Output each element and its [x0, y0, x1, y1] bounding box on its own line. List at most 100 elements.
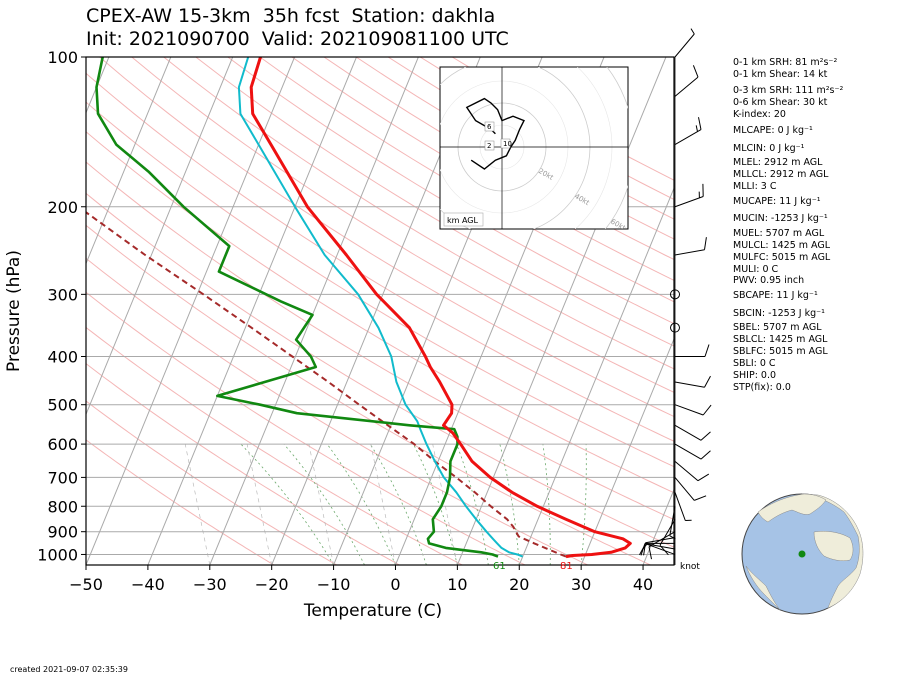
- station-globe: [741, 493, 864, 615]
- globe-land-africa-europe: [801, 493, 864, 609]
- dry-adiabat-line: [86, 257, 588, 565]
- index-item: SHIP: 0.0: [733, 370, 777, 381]
- y-axis-label: Pressure (hPa): [4, 250, 24, 372]
- index-item: STP(fix): 0.0: [733, 382, 791, 393]
- index-item: PWV: 0.95 inch: [733, 275, 805, 286]
- dry-adiabat-line: [86, 131, 674, 494]
- x-axis-label: Temperature (C): [303, 601, 442, 621]
- x-tick-label: −50: [69, 575, 103, 594]
- wind-barb: [675, 344, 710, 357]
- index-item: 0-6 km Shear: 30 kt: [733, 97, 828, 108]
- dry-adiabat-line: [86, 101, 674, 468]
- wind-barb: [674, 117, 702, 146]
- moist-adiabat-line: [580, 444, 587, 565]
- moist-adiabat-line: [326, 443, 396, 565]
- hodograph-ring-label: 80kt: [645, 243, 663, 258]
- index-item: 0-1 km SRH: 81 m²s⁻²: [733, 57, 838, 68]
- wind-barb-calm: [670, 289, 680, 300]
- y-tick-label: 900: [47, 523, 78, 542]
- mixing-ratio-line: [246, 444, 273, 565]
- wind-barb: [674, 375, 711, 388]
- index-item: K-index: 20: [733, 109, 786, 120]
- wind-barb: [674, 404, 712, 416]
- isotherm-line: [209, 57, 419, 565]
- isotherm-line: [518, 186, 674, 565]
- x-tick-label: −20: [255, 575, 289, 594]
- dry-adiabat-line: [86, 72, 674, 442]
- hodograph-axis-title: km AGL: [447, 216, 479, 225]
- x-tick-label: 10: [447, 575, 467, 594]
- surface-dewpoint-label: 61: [493, 561, 506, 572]
- y-tick-label: 200: [47, 198, 78, 217]
- hodograph-height-box: [500, 138, 511, 149]
- created-timestamp: created 2021-09-07 02:35:39: [10, 665, 128, 674]
- index-item: MULI: 0 C: [733, 264, 779, 275]
- x-tick-label: 30: [571, 575, 591, 594]
- hodograph-height-box: [484, 121, 495, 132]
- hodograph-height-label: 2: [487, 142, 491, 150]
- globe-land-saharan: [813, 531, 854, 562]
- plot-frame: [85, 56, 675, 566]
- hodograph-height-label: 6: [487, 123, 492, 131]
- wind-barb: [674, 183, 704, 208]
- index-item: MUCAPE: 11 J kg⁻¹: [733, 196, 821, 207]
- dry-adiabat-line: [86, 161, 674, 521]
- isotherm-line: [86, 57, 234, 416]
- y-tick-label: 300: [47, 285, 78, 304]
- index-item: SBCIN: -1253 J kg⁻¹: [733, 308, 825, 319]
- wind-barb: [674, 492, 692, 521]
- dry-adiabat-line: [291, 57, 674, 281]
- globe-land-north: [757, 493, 827, 523]
- dry-adiabat-line: [86, 439, 275, 565]
- y-tick-label: 700: [47, 468, 78, 487]
- wind-barb: [659, 519, 676, 556]
- index-item: MLEL: 2912 m AGL: [733, 157, 823, 168]
- index-item: SBCAPE: 11 J kg⁻¹: [733, 290, 818, 301]
- wind-barb: [674, 443, 711, 460]
- index-item: MUCIN: -1253 J kg⁻¹: [733, 213, 828, 224]
- x-tick-label: 0: [390, 575, 400, 594]
- dry-adiabat-line: [131, 57, 674, 393]
- index-item: MLLI: 3 C: [733, 181, 777, 192]
- y-tick-label: 800: [47, 497, 78, 516]
- x-tick-label: −40: [131, 575, 165, 594]
- dry-adiabat-line: [86, 224, 651, 565]
- moist-adiabat-line: [369, 443, 427, 565]
- hodograph-trace: [465, 97, 525, 170]
- temperature-profile-line: [249, 57, 632, 559]
- dry-adiabat-line: [259, 57, 674, 303]
- dry-adiabat-line: [163, 57, 674, 370]
- hodograph-ring-label: 60kt: [609, 218, 627, 233]
- dry-adiabat-line: [195, 57, 674, 347]
- index-item: MULFC: 5015 m AGL: [733, 252, 831, 263]
- x-tick-label: 40: [633, 575, 653, 594]
- dry-adiabat-line: [227, 57, 674, 325]
- index-item: 0-1 km Shear: 14 kt: [733, 69, 828, 80]
- moist-adiabat-line: [456, 443, 489, 565]
- wind-barb: [674, 65, 699, 97]
- moist-adiabat-line: [240, 443, 334, 565]
- moist-adiabat-line: [499, 444, 520, 565]
- index-item: MLCIN: 0 J kg⁻¹: [733, 143, 805, 154]
- globe-land-southamerica: [745, 565, 781, 611]
- index-item: MUEL: 5707 m AGL: [733, 228, 825, 239]
- y-tick-label: 400: [47, 348, 78, 367]
- dry-adiabat-line: [86, 363, 400, 565]
- x-tick-label: −30: [193, 575, 227, 594]
- wind-barb: [669, 506, 676, 540]
- index-item: SBEL: 5707 m AGL: [733, 322, 822, 333]
- dry-adiabat-line: [86, 326, 463, 565]
- chart-title-line1: CPEX-AW 15-3km 35h fcst Station: dakhla: [86, 5, 496, 27]
- x-tick-label: 20: [509, 575, 529, 594]
- wind-unit-label: knot: [680, 562, 700, 572]
- mixing-ratio-line: [184, 444, 211, 565]
- wind-barb: [674, 461, 710, 482]
- index-item: MLCAPE: 0 J kg⁻¹: [733, 125, 813, 136]
- index-item: MLLCL: 2912 m AGL: [733, 169, 829, 180]
- isotherm-line: [147, 57, 357, 565]
- index-item: SBLFC: 5015 m AGL: [733, 346, 828, 357]
- surface-temperature-label: 81: [560, 561, 573, 572]
